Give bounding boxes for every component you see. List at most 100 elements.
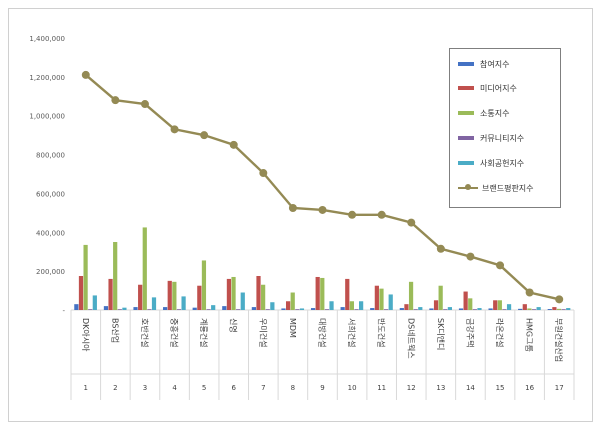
bar [433, 300, 439, 310]
bar [552, 307, 557, 310]
line-point [200, 131, 209, 140]
category-label: 서희건설 [347, 318, 357, 347]
bar [226, 278, 232, 310]
bar [493, 300, 498, 310]
bar [506, 304, 512, 310]
bar [78, 276, 84, 310]
bar [167, 280, 172, 310]
legend-item-community: 커뮤니티지수 [458, 131, 524, 145]
bar [117, 309, 122, 310]
bar [133, 307, 138, 310]
category-label: HMG그룹 [525, 318, 534, 352]
legend-swatch-media [458, 86, 474, 90]
legend-label-media: 미디어지수 [480, 83, 517, 93]
rank-label: 10 [348, 384, 357, 392]
line-point [377, 210, 386, 219]
bar [108, 278, 113, 310]
legend-item-media: 미디어지수 [458, 81, 517, 95]
bar [340, 307, 345, 310]
line-point [259, 169, 268, 178]
legend-swatch-social-contribution [458, 161, 474, 165]
bar [172, 281, 177, 310]
bar [502, 309, 507, 310]
line-point [525, 288, 534, 297]
bar [299, 308, 305, 310]
line-point [111, 96, 120, 105]
bar [290, 292, 295, 310]
category-label: SK디앤디 [436, 318, 446, 350]
bar [413, 309, 418, 310]
y-tick-label: 1,000,000 [29, 113, 65, 121]
bar [147, 309, 152, 310]
category-label: MDM [288, 318, 297, 338]
category-label: 반도건설 [377, 318, 387, 347]
bar [251, 307, 256, 310]
legend-item-social-contribution: 사회공헌지수 [458, 156, 524, 170]
rank-label: 8 [291, 384, 295, 392]
legend-item-participation: 참여지수 [458, 57, 509, 71]
bar [388, 294, 393, 310]
line-point [348, 210, 357, 219]
rank-label: 15 [496, 384, 505, 392]
bar [197, 285, 202, 310]
legend-label-community: 커뮤니티지수 [480, 133, 525, 143]
bar [270, 302, 275, 310]
bar [92, 295, 97, 310]
category-label: 대방건설 [318, 318, 328, 347]
line-point [466, 252, 475, 261]
category-label: 금강주택 [465, 318, 475, 347]
line-point [140, 100, 149, 109]
bar [285, 301, 291, 310]
bar [472, 309, 477, 310]
y-tick-label: 800,000 [36, 152, 65, 160]
bar [281, 308, 286, 310]
legend-swatch-participation [458, 62, 474, 66]
rank-label: 7 [261, 384, 265, 392]
rank-label: 9 [320, 384, 324, 392]
bar [556, 308, 562, 310]
bar [310, 308, 316, 310]
bar [151, 297, 157, 310]
bar [256, 276, 261, 310]
bar [383, 309, 389, 310]
legend: 참여지수 미디어지수 소통지수 커뮤니티지수 사회공헌지수 브랜드평판지수 [449, 48, 561, 208]
line-point [229, 140, 238, 149]
bar [206, 309, 211, 310]
bar [488, 308, 493, 310]
bar [547, 309, 552, 310]
legend-swatch-communication [458, 111, 474, 115]
legend-swatch-community [458, 136, 474, 140]
bar [443, 309, 448, 310]
rank-label: 3 [143, 384, 147, 392]
bar [320, 277, 325, 310]
category-label: DK아시아 [81, 318, 91, 352]
bar [181, 296, 186, 310]
category-label: 중흥건설 [170, 318, 180, 347]
legend-item-communication: 소통지수 [458, 106, 509, 120]
rank-label: 14 [466, 384, 475, 392]
bar [349, 301, 354, 310]
bar [265, 309, 270, 310]
bar [527, 308, 532, 310]
legend-label-communication: 소통지수 [480, 108, 510, 118]
bar [138, 284, 143, 310]
bar [176, 309, 182, 310]
legend-label-brand-reputation: 브랜드평판지수 [482, 183, 534, 193]
line-point [170, 125, 179, 134]
bar [192, 307, 197, 310]
rank-label: 11 [377, 384, 386, 392]
rank-label: 16 [525, 384, 534, 392]
bar [113, 242, 118, 310]
rank-label: 4 [172, 384, 177, 392]
bar [522, 304, 527, 310]
bar [379, 288, 384, 310]
bar [561, 309, 566, 310]
category-label: 라온건설 [495, 318, 505, 347]
line-point [318, 205, 327, 214]
bar [374, 285, 379, 310]
bar [329, 301, 334, 310]
y-tick-label: 1,400,000 [29, 35, 65, 43]
rank-label: 5 [202, 384, 206, 392]
bar [236, 309, 241, 310]
